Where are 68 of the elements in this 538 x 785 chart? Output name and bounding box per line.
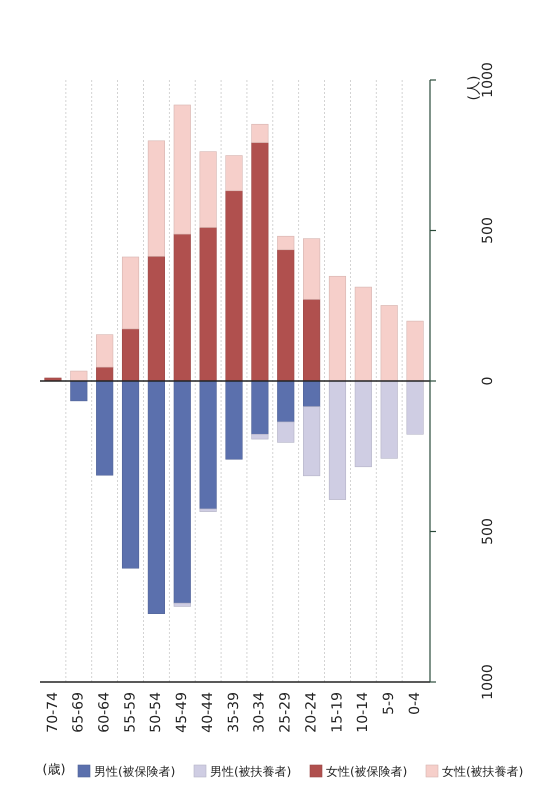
bar (122, 380, 140, 569)
bar (251, 434, 268, 440)
bar (354, 380, 372, 468)
x-tick-label: 55-59 (122, 692, 138, 733)
bar (251, 124, 268, 143)
x-tick-label: 15-19 (329, 692, 346, 733)
legend-label: 男性(被保険者) (94, 764, 176, 778)
bar (225, 190, 243, 382)
y-tick-label: 1000 (480, 664, 496, 700)
bar (174, 104, 191, 234)
x-tick-label: 65-69 (70, 692, 87, 733)
bar (406, 320, 424, 382)
bar (328, 276, 346, 382)
x-tick-label: 25-29 (278, 692, 294, 733)
bar (303, 238, 320, 300)
bar (277, 422, 294, 443)
bar (380, 305, 398, 382)
bar (251, 142, 268, 382)
x-tick-label: 5-9 (381, 692, 398, 715)
bar (277, 236, 294, 250)
legend-label: 男性(被扶養者) (210, 764, 292, 778)
bar (328, 380, 346, 500)
bar (251, 380, 268, 435)
bar (200, 508, 217, 512)
y-tick-label: 500 (480, 518, 496, 545)
bar (148, 256, 165, 382)
bar (70, 370, 88, 382)
x-tick-label: 70-74 (44, 692, 61, 733)
bar (277, 380, 294, 422)
bar (96, 366, 114, 382)
y-axis-title: (人) (466, 76, 482, 100)
bar (303, 299, 320, 382)
x-tick-label: 60-64 (96, 692, 112, 733)
bar (380, 380, 398, 459)
x-tick-label: 35-39 (226, 692, 242, 733)
x-tick-label: 30-34 (252, 692, 268, 733)
bar (225, 155, 243, 192)
bar (303, 380, 320, 407)
bar (200, 151, 217, 228)
bar (122, 256, 140, 330)
bar (174, 234, 191, 382)
y-tick-label: 500 (480, 217, 496, 244)
bar (96, 334, 114, 368)
x-axis-title: (歳) (42, 762, 66, 778)
bar (174, 380, 191, 604)
legend-label: 女性(被保険者) (326, 764, 408, 778)
bar (225, 380, 243, 460)
bar (96, 380, 114, 476)
x-tick-label: 50-54 (148, 692, 164, 733)
bar (303, 406, 320, 476)
bar (200, 227, 217, 382)
x-tick-label: 45-49 (174, 692, 190, 733)
x-tick-label: 40-44 (200, 692, 216, 733)
legend-label: 女性(被扶養者) (442, 764, 524, 778)
x-tick-label: 0-4 (406, 692, 423, 715)
bar (406, 380, 424, 435)
bar (200, 380, 217, 510)
bar (122, 328, 140, 382)
bar (148, 380, 165, 614)
bar (277, 249, 294, 382)
x-tick-label: 20-24 (303, 692, 320, 733)
bar (70, 380, 88, 402)
y-tick-label: 0 (480, 376, 496, 386)
y-tick-label: 1000 (480, 62, 496, 98)
bar (354, 286, 372, 382)
bar (148, 140, 165, 257)
x-tick-label: 10-14 (355, 692, 372, 733)
bar (174, 602, 191, 607)
